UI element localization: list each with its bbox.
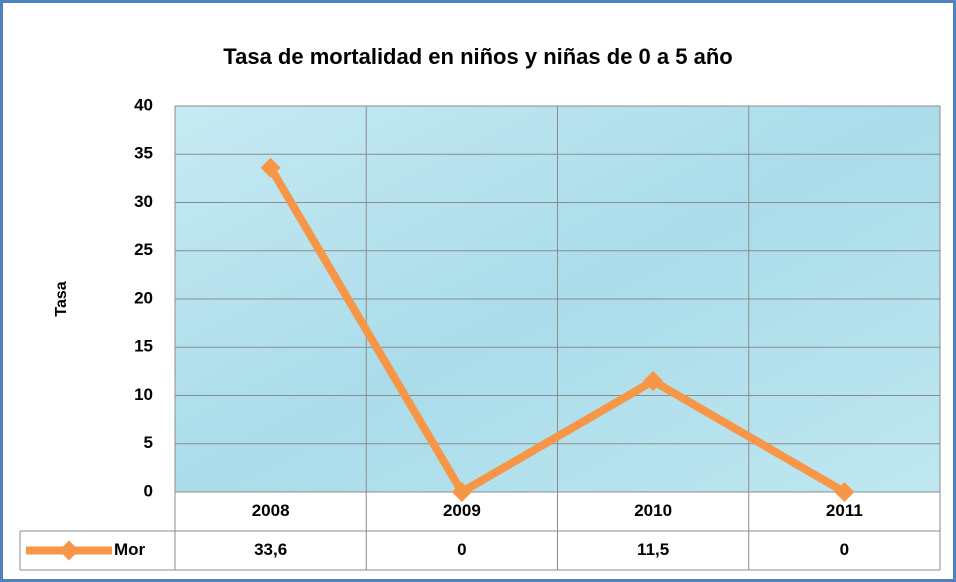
chart-title: Tasa de mortalidad en niños y niñas de 0… bbox=[223, 44, 732, 69]
y-tick-label: 5 bbox=[144, 433, 153, 452]
x-tick-label: 2009 bbox=[443, 501, 481, 520]
table-value: 33,6 bbox=[254, 540, 287, 559]
y-tick-label: 0 bbox=[144, 481, 153, 500]
y-tick-label: 15 bbox=[134, 337, 153, 356]
y-tick-label: 40 bbox=[134, 95, 153, 114]
y-tick-label: 30 bbox=[134, 192, 153, 211]
x-tick-label: 2008 bbox=[252, 501, 290, 520]
y-tick-label: 35 bbox=[134, 144, 153, 163]
chart: Tasa de mortalidad en niños y niñas de 0… bbox=[0, 0, 956, 582]
table-value: 11,5 bbox=[637, 540, 669, 559]
y-axis-label: Tasa bbox=[53, 281, 70, 316]
y-tick-label: 20 bbox=[134, 288, 153, 307]
y-tick-label: 10 bbox=[134, 385, 153, 404]
table-value: 0 bbox=[840, 540, 849, 559]
x-tick-label: 2011 bbox=[826, 501, 863, 520]
table-value: 0 bbox=[457, 540, 466, 559]
y-tick-label: 25 bbox=[134, 240, 153, 259]
x-tick-label: 2010 bbox=[634, 501, 672, 520]
legend-label: Mor bbox=[114, 540, 146, 559]
